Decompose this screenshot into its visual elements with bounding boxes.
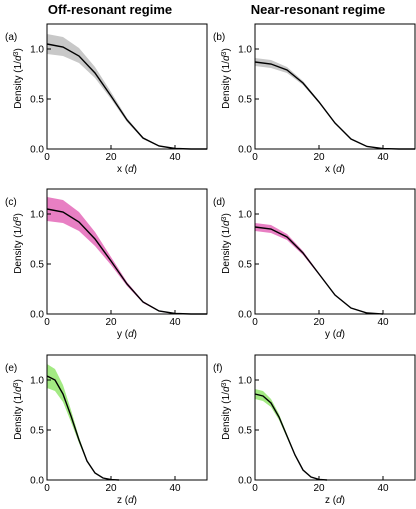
y-axis-label: Density (1/d3) — [13, 213, 25, 274]
y-tick-label: 0.5 — [30, 95, 44, 106]
x-tick-label: 0 — [44, 317, 50, 328]
density-curve — [254, 61, 415, 150]
panel-label: (b) — [213, 32, 225, 43]
uncertainty-band — [255, 223, 383, 314]
x-axis-label: x (d) — [325, 164, 345, 175]
y-tick-label: 0.0 — [30, 476, 44, 487]
panels: 0 20 40 0.0 0.5 1.0 x (d) Density (1/d3) (a) 0 20 4… — [5, 23, 416, 506]
y-axis-label: Density (1/d3) — [13, 48, 25, 109]
panel-label: (a) — [5, 32, 17, 43]
x-tick-label: 20 — [105, 317, 117, 328]
y-axis-label: Density (1/d3) — [221, 48, 233, 109]
uncertainty-band — [255, 58, 415, 149]
panel-c: 0 20 40 0.0 0.5 1.0 y (d) Density (1/d3) (c) — [5, 188, 208, 340]
y-tick-label: 0.0 — [30, 310, 44, 321]
y-tick-label: 1.0 — [30, 376, 44, 387]
x-tick-label: 20 — [313, 317, 325, 328]
x-tick-label: 20 — [105, 152, 117, 163]
x-axis-label: y (d) — [325, 329, 345, 340]
x-tick-label: 40 — [377, 152, 389, 163]
density-curve — [46, 375, 120, 481]
x-axis-label: z (d) — [117, 495, 137, 506]
x-tick-label: 20 — [313, 483, 325, 494]
x-tick-label: 0 — [252, 317, 258, 328]
x-tick-label: 40 — [169, 152, 181, 163]
x-axis-label: y (d) — [117, 329, 137, 340]
plot-frame — [46, 354, 208, 481]
x-tick-label: 40 — [169, 483, 181, 494]
y-tick-label: 1.0 — [30, 210, 44, 221]
y-tick-label: 0.0 — [238, 476, 252, 487]
y-tick-label: 0.5 — [30, 260, 44, 271]
x-tick-label: 20 — [105, 483, 117, 494]
panel-label: (c) — [5, 197, 17, 208]
y-tick-label: 0.5 — [238, 95, 252, 106]
density-curve — [254, 226, 384, 315]
y-tick-label: 1.0 — [238, 45, 252, 56]
x-tick-label: 40 — [169, 317, 181, 328]
density-curve — [254, 393, 328, 481]
x-tick-label: 0 — [44, 152, 50, 163]
plot-frame — [254, 188, 416, 315]
panel-label: (e) — [5, 363, 17, 374]
x-tick-label: 0 — [252, 483, 258, 494]
y-tick-label: 1.0 — [30, 45, 44, 56]
x-tick-label: 20 — [313, 152, 325, 163]
panel-label: (d) — [213, 197, 225, 208]
uncertainty-band — [47, 34, 207, 149]
column-title-near-resonant: Near-resonant regime — [251, 2, 385, 17]
x-tick-label: 0 — [44, 483, 50, 494]
y-tick-label: 1.0 — [238, 376, 252, 387]
plot-frame — [46, 23, 208, 150]
uncertainty-band — [255, 389, 327, 480]
uncertainty-band — [47, 197, 207, 314]
panel-d: 0 20 40 0.0 0.5 1.0 y (d) Density (1/d3) (d) — [213, 188, 416, 340]
y-axis-label: Density (1/d3) — [221, 213, 233, 274]
plot-frame — [254, 23, 416, 150]
plot-frame — [254, 354, 416, 481]
density-curve — [46, 43, 207, 150]
y-axis-label: Density (1/d3) — [221, 379, 233, 440]
panel-f: 0 20 40 0.0 0.5 1.0 z (d) Density (1/d3) (f) — [213, 354, 416, 506]
panel-label: (f) — [213, 363, 222, 374]
panel-e: 0 20 40 0.0 0.5 1.0 z (d) Density (1/d3) (e) — [5, 354, 208, 506]
y-tick-label: 0.5 — [238, 426, 252, 437]
x-tick-label: 0 — [252, 152, 258, 163]
y-axis-label: Density (1/d3) — [13, 379, 25, 440]
uncertainty-band — [47, 364, 119, 480]
column-title-off-resonant: Off-resonant regime — [48, 2, 172, 17]
plot-frame — [46, 188, 208, 315]
x-tick-label: 40 — [377, 317, 389, 328]
x-tick-label: 40 — [377, 483, 389, 494]
x-axis-label: x (d) — [117, 164, 137, 175]
panel-b: 0 20 40 0.0 0.5 1.0 x (d) Density (1/d3) (b) — [213, 23, 416, 175]
y-tick-label: 1.0 — [238, 210, 252, 221]
y-tick-label: 0.0 — [238, 145, 252, 156]
y-tick-label: 0.5 — [30, 426, 44, 437]
y-tick-label: 0.0 — [238, 310, 252, 321]
y-tick-label: 0.5 — [238, 260, 252, 271]
y-tick-label: 0.0 — [30, 145, 44, 156]
panel-a: 0 20 40 0.0 0.5 1.0 x (d) Density (1/d3) (a) — [5, 23, 208, 175]
x-axis-label: z (d) — [325, 495, 345, 506]
